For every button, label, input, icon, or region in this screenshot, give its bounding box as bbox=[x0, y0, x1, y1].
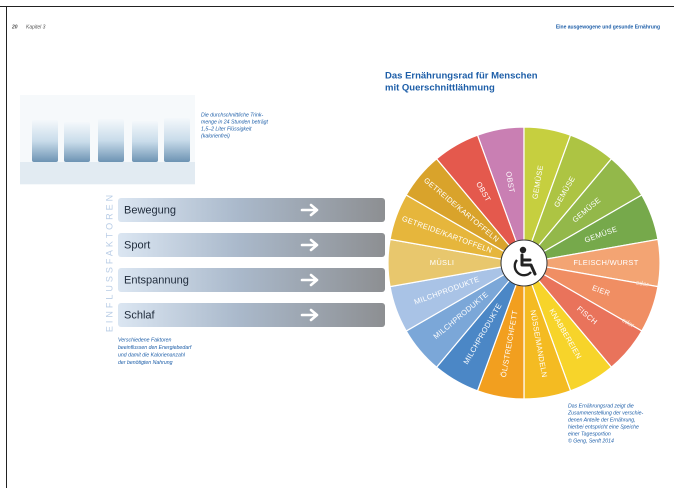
page-number: 20 bbox=[11, 24, 18, 30]
caption-line: beeinflussen den Energiebedarf bbox=[118, 345, 192, 351]
caption-line: Zusammenstellung der verschie- bbox=[567, 410, 644, 416]
caption-line: einer Tagesportion bbox=[568, 431, 611, 437]
caption-line: (kalorienfrei) bbox=[201, 133, 230, 139]
caption-line: Die durchschnittliche Trink- bbox=[201, 112, 263, 118]
caption-line: der benötigten Nahrung bbox=[118, 360, 173, 366]
glasses-image bbox=[20, 95, 195, 185]
title: Das Ernährungsrad für Menschen bbox=[385, 71, 538, 82]
caption-line: Verschiedene Faktoren bbox=[118, 337, 172, 343]
factor-bar bbox=[118, 233, 385, 257]
caption-line: und damit die Kalorienanzahl bbox=[118, 352, 186, 358]
title: mit Querschnittlähmung bbox=[385, 83, 495, 94]
factor-label: Entspannung bbox=[124, 274, 189, 286]
factor-label: Sport bbox=[124, 239, 150, 251]
segment-label: MÜSLI bbox=[430, 258, 454, 267]
factors-heading: EINFLUSSFAKTOREN bbox=[104, 192, 114, 332]
wheel-hub bbox=[501, 240, 547, 286]
caption-line: hierbei entspricht eine Speiche bbox=[568, 424, 639, 430]
factor-bar bbox=[118, 303, 385, 327]
caption-line: menge in 24 Stunden beträgt bbox=[201, 119, 268, 125]
page: 20 Kapitel 3 Eine ausgewogene und gesund… bbox=[0, 0, 674, 488]
chapter: Kapitel 3 bbox=[26, 24, 46, 30]
segment-label: FLEISCH/WURST bbox=[573, 258, 638, 267]
factor-label: Schlaf bbox=[124, 309, 156, 321]
caption-line: © Geng, Senft 2014 bbox=[568, 437, 614, 444]
caption-line: Das Ernährungsrad zeigt die bbox=[568, 403, 634, 409]
caption-line: 1,5–2 Liter Flüssigkeit bbox=[201, 126, 252, 132]
section: Eine ausgewogene und gesunde Ernährung bbox=[556, 24, 660, 30]
factor-label: Bewegung bbox=[124, 204, 176, 216]
caption-line: denen Anteile der Ernährung, bbox=[568, 417, 636, 423]
wheelchair-head bbox=[520, 247, 526, 253]
